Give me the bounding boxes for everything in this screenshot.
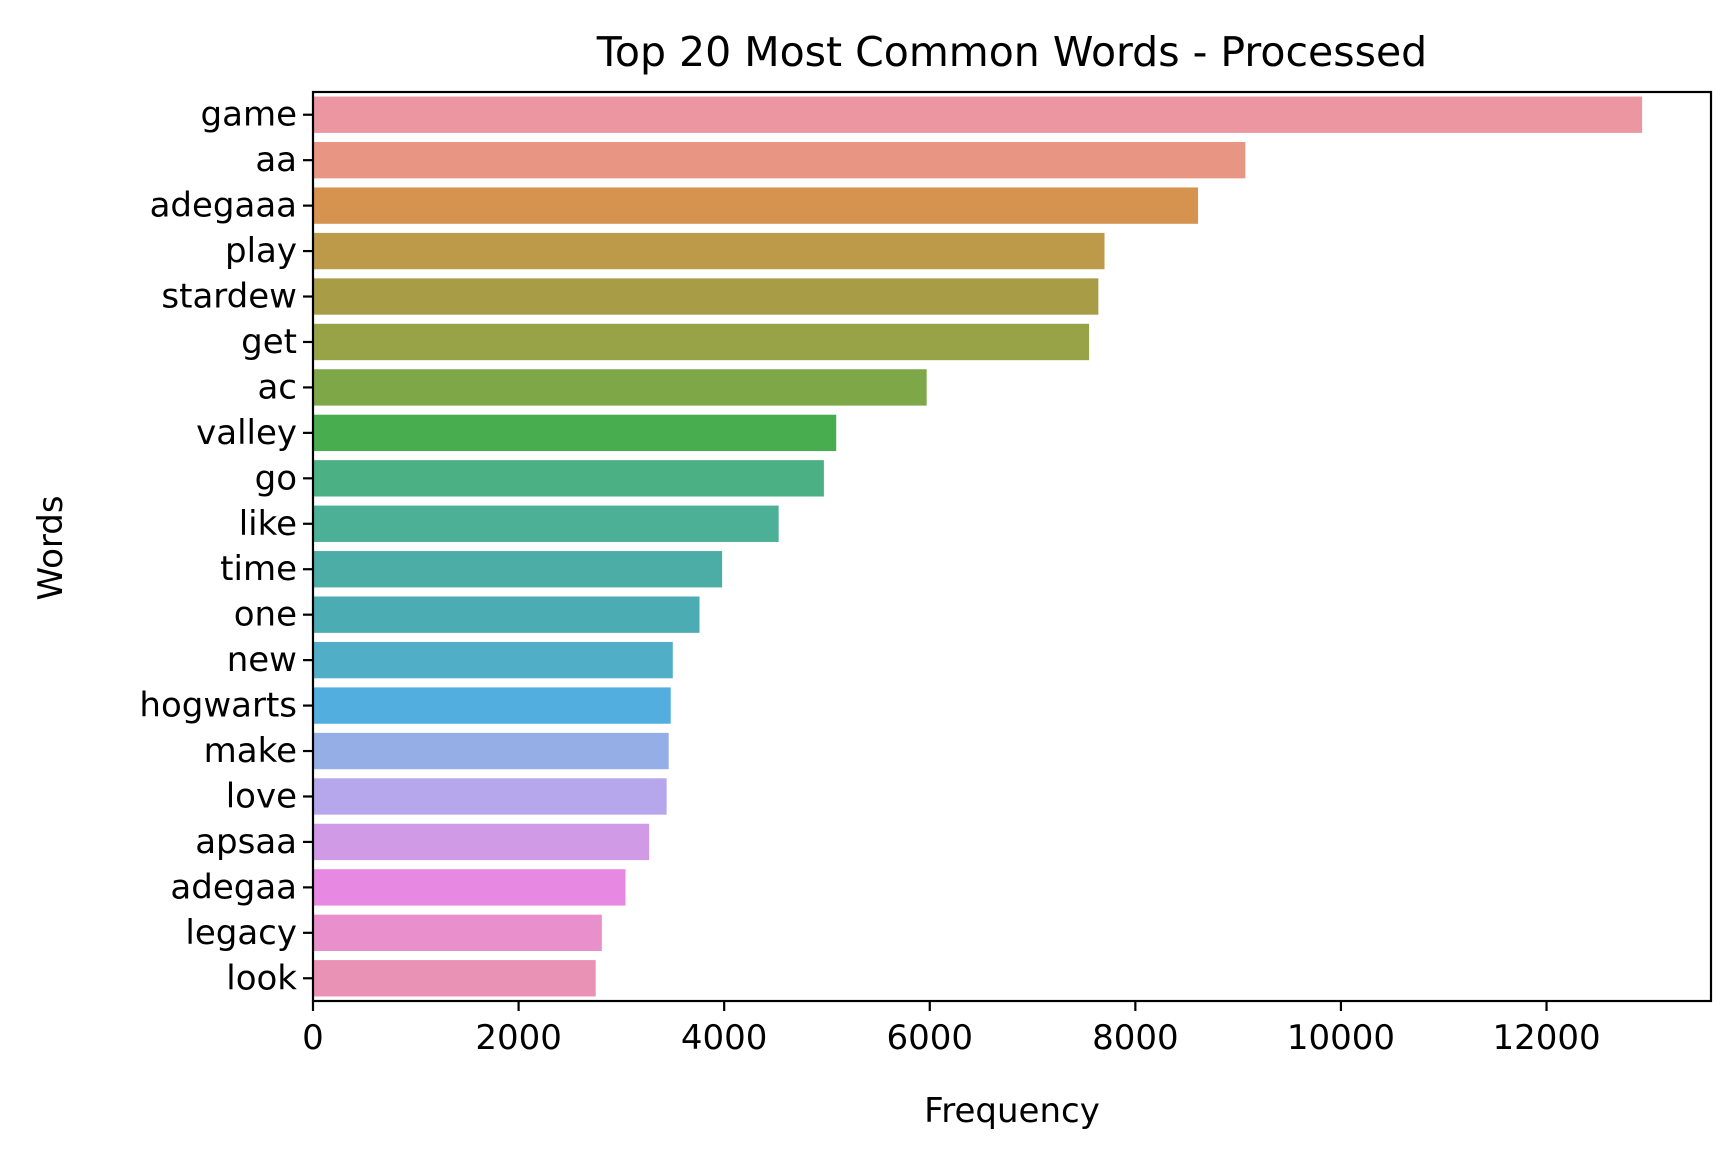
y-tick-label: game	[201, 95, 297, 135]
y-tick-label: stardew	[161, 277, 297, 317]
y-tick-label: play	[225, 231, 297, 271]
bar-like	[313, 505, 779, 542]
x-tick-label: 10000	[1287, 1018, 1395, 1058]
bar-new	[313, 641, 673, 679]
bar-time	[313, 551, 723, 588]
y-tick-label: make	[204, 731, 297, 771]
bar-play	[313, 232, 1105, 270]
bar-go	[313, 460, 824, 497]
x-axis-label: Frequency	[924, 1091, 1100, 1131]
y-tick-label: hogwarts	[139, 686, 297, 726]
bar-ac	[313, 369, 927, 406]
bar-one	[313, 596, 700, 633]
y-tick-label: apsaa	[195, 822, 297, 862]
y-tick-label: love	[226, 776, 297, 816]
y-tick-label: time	[220, 549, 297, 589]
x-tick-label: 4000	[681, 1018, 768, 1058]
bar-apsaa	[313, 823, 650, 861]
bar-valley	[313, 414, 837, 452]
bar-game	[313, 96, 1643, 133]
bar-make	[313, 732, 669, 770]
x-tick-label: 12000	[1492, 1018, 1600, 1058]
bar-stardew	[313, 278, 1099, 315]
bar-aa	[313, 141, 1246, 179]
x-tick-label: 8000	[1092, 1018, 1179, 1058]
x-tick-label: 2000	[475, 1018, 562, 1058]
chart-title: Top 20 Most Common Words - Processed	[596, 28, 1427, 76]
plot-frame	[311, 90, 1713, 1003]
y-tick-label: valley	[196, 413, 297, 453]
x-tick-label: 0	[302, 1018, 324, 1058]
y-tick-label: adegaa	[170, 867, 297, 907]
y-tick-label: like	[239, 504, 297, 544]
y-tick-label: get	[241, 322, 297, 362]
y-tick-label: look	[226, 958, 297, 998]
y-tick-label: new	[227, 640, 297, 680]
bars-group	[313, 96, 1643, 997]
bar-adegaaa	[313, 187, 1199, 224]
bar-adegaa	[313, 869, 626, 906]
bar-legacy	[313, 914, 602, 952]
y-axis-label: Words	[31, 495, 71, 600]
y-tick-label: one	[234, 595, 297, 635]
y-axis-ticks: game aa adegaaa play stardew get ac valley go lik…	[139, 95, 313, 998]
y-tick-label: go	[255, 458, 297, 498]
bar-look	[313, 960, 596, 997]
bar-get	[313, 323, 1090, 361]
bar-hogwarts	[313, 687, 671, 724]
bar-love	[313, 778, 667, 815]
x-tick-label: 6000	[886, 1018, 973, 1058]
y-tick-label: aa	[255, 140, 297, 180]
x-axis-ticks: 0 2000 4000 6000 8000 10000 12000	[302, 1001, 1601, 1058]
y-tick-label: ac	[257, 367, 297, 407]
y-tick-label: legacy	[185, 913, 297, 953]
y-tick-label: adegaaa	[150, 186, 297, 226]
